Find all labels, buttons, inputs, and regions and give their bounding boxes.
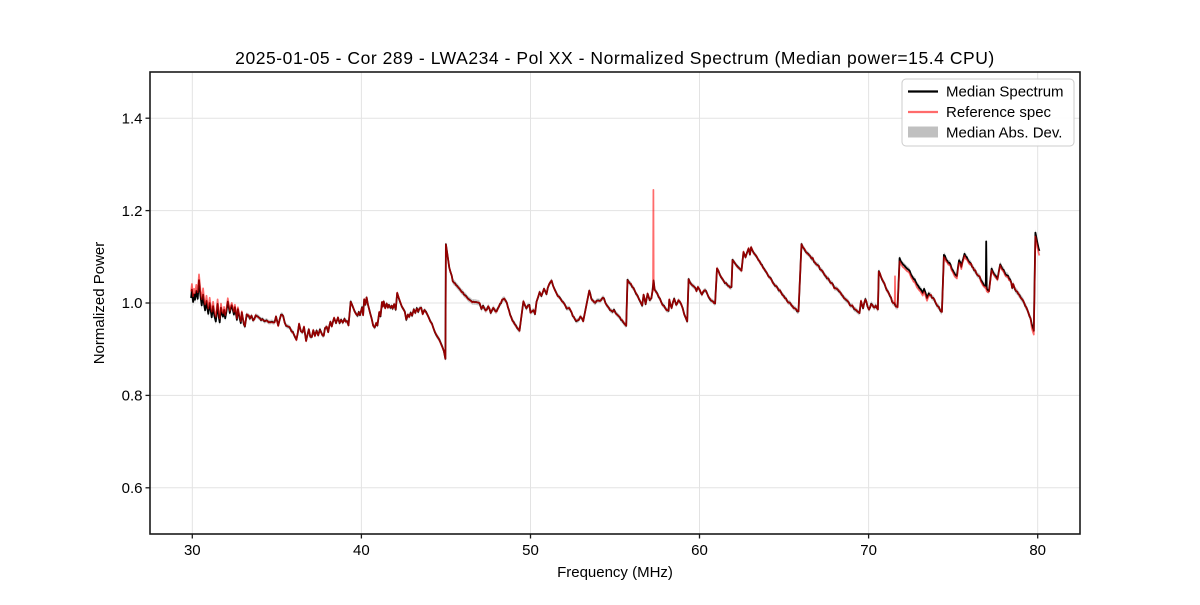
- svg-text:30: 30: [184, 542, 201, 559]
- svg-text:70: 70: [860, 542, 877, 559]
- svg-text:1.2: 1.2: [122, 203, 143, 220]
- svg-text:1.4: 1.4: [122, 110, 143, 127]
- svg-text:2025-01-05 - Cor 289 - LWA234: 2025-01-05 - Cor 289 - LWA234 - Pol XX -…: [235, 48, 995, 68]
- svg-text:0.8: 0.8: [122, 388, 143, 405]
- svg-text:50: 50: [522, 542, 539, 559]
- svg-text:Median Spectrum: Median Spectrum: [946, 84, 1064, 101]
- svg-text:Frequency (MHz): Frequency (MHz): [557, 564, 673, 581]
- svg-text:Reference spec: Reference spec: [946, 104, 1052, 121]
- svg-text:1.0: 1.0: [122, 295, 143, 312]
- svg-text:Median Abs. Dev.: Median Abs. Dev.: [946, 125, 1062, 142]
- svg-text:Normalized Power: Normalized Power: [91, 242, 108, 365]
- svg-text:60: 60: [691, 542, 708, 559]
- svg-text:0.6: 0.6: [122, 480, 143, 497]
- svg-text:40: 40: [353, 542, 370, 559]
- svg-text:80: 80: [1029, 542, 1046, 559]
